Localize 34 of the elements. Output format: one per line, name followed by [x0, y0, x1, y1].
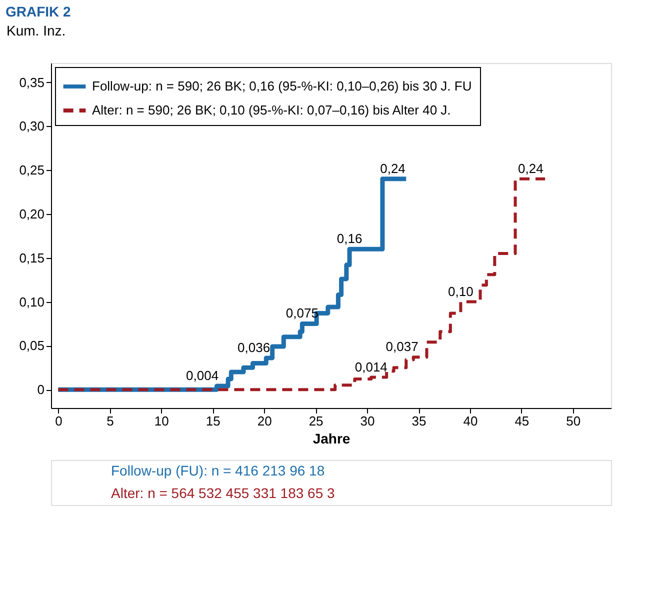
y-tick-label: 0,20 [19, 206, 44, 222]
x-tick-label: 25 [308, 414, 324, 428]
annotation: 0,004 [186, 368, 219, 384]
annotation: 0,036 [238, 340, 270, 355]
legend-label: Follow-up: n = 590; 26 BK; 0,16 (95-%-KI: 0,10–0,26) bis 30 J. FU [92, 78, 472, 94]
legend-label: Alter: n = 590; 26 BK; 0,10 (95-%-KI: 0,07–0,16) bis Alter 40 J. [92, 102, 451, 118]
chart-title: GRAFIK 2 [6, 4, 72, 20]
annotation: 0,24 [518, 160, 544, 176]
x-tick-label: 10 [154, 414, 169, 428]
y-tick-label: 0,25 [19, 162, 44, 178]
text: Alter: n = 564 532 455 331 183 65 3 [111, 484, 336, 501]
x-tick-label: 30 [360, 414, 375, 428]
y-tick-label: 0,30 [19, 118, 44, 134]
x-tick-label: 40 [463, 414, 478, 428]
y-tick-label: 0,15 [19, 250, 44, 266]
y-tick-label: 0,05 [19, 338, 44, 354]
annotation: 0,014 [354, 359, 388, 374]
annotation: 0,10 [448, 284, 474, 299]
annotation: 0,037 [386, 339, 418, 354]
x-tick-label: 0 [55, 414, 62, 428]
x-tick-label: 50 [566, 414, 581, 428]
x-tick-label: 45 [514, 414, 530, 428]
y-axis-title: Kum. Inz. [6, 22, 66, 38]
y-tick-label: 0,10 [19, 294, 44, 310]
x-tick-label: 15 [206, 414, 220, 428]
x-tick-label: 20 [257, 414, 272, 428]
x-tick-label: 35 [412, 414, 426, 428]
annotation: 0,16 [336, 231, 362, 246]
y-tick-label: 0 [37, 382, 44, 398]
x-tick-label: 5 [106, 414, 114, 428]
text: Follow-up (FU): n = 416 213 96 18 [111, 462, 325, 478]
x-axis-title: Jahre [312, 430, 350, 446]
annotation: 0,24 [380, 160, 406, 176]
y-tick-label: 0,35 [19, 74, 44, 90]
